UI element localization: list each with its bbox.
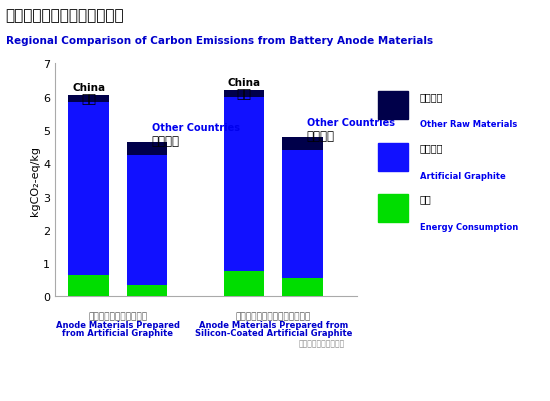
Text: Energy Consumption: Energy Consumption: [420, 223, 518, 231]
Text: Other Countries: Other Countries: [307, 118, 395, 128]
Bar: [283, 150, 323, 278]
Text: Other Countries: Other Countries: [152, 123, 240, 133]
Text: 分地区电池负极材料碳排对比: 分地区电池负极材料碳排对比: [6, 8, 124, 23]
Text: Regional Comparison of Carbon Emissions from Battery Anode Materials: Regional Comparison of Carbon Emissions …: [6, 36, 433, 46]
Y-axis label: kgCO₂-eq/kg: kgCO₂-eq/kg: [30, 146, 40, 215]
Text: 中国: 中国: [81, 93, 96, 106]
Text: China: China: [72, 83, 105, 93]
Text: 硫涂覆人造石墨制备的负极材料: 硫涂覆人造石墨制备的负极材料: [235, 312, 311, 321]
Bar: [127, 285, 168, 297]
Text: Anode Materials Prepared from: Anode Materials Prepared from: [199, 321, 348, 330]
Text: 中国: 中国: [236, 88, 251, 101]
Bar: [224, 272, 264, 297]
Bar: [68, 96, 109, 102]
Text: 人造石墨制备的负极材料: 人造石墨制备的负极材料: [89, 312, 147, 321]
Text: 能耗: 能耗: [420, 194, 432, 204]
Bar: [68, 102, 109, 275]
FancyBboxPatch shape: [377, 194, 408, 222]
Text: Other Raw Materials: Other Raw Materials: [420, 120, 517, 129]
Bar: [127, 156, 168, 285]
Bar: [283, 278, 323, 297]
Bar: [224, 91, 264, 97]
FancyBboxPatch shape: [377, 92, 408, 120]
Bar: [224, 97, 264, 272]
Text: Silicon-Coated Artificial Graphite: Silicon-Coated Artificial Graphite: [195, 328, 352, 337]
FancyBboxPatch shape: [377, 143, 408, 171]
Text: Anode Materials Prepared: Anode Materials Prepared: [56, 321, 180, 330]
Text: 人造石墨: 人造石墨: [420, 143, 443, 153]
Text: 其他国家: 其他国家: [307, 130, 335, 143]
Text: Artificial Graphite: Artificial Graphite: [420, 171, 506, 180]
Text: 其他国家: 其他国家: [152, 135, 179, 148]
Bar: [127, 142, 168, 156]
Text: from Artificial Graphite: from Artificial Graphite: [63, 328, 173, 337]
Bar: [68, 275, 109, 297]
Text: China: China: [227, 78, 261, 88]
Text: 其他原料: 其他原料: [420, 92, 443, 102]
Bar: [283, 137, 323, 150]
Text: 来源于权威国际数据库: 来源于权威国际数据库: [299, 338, 345, 347]
